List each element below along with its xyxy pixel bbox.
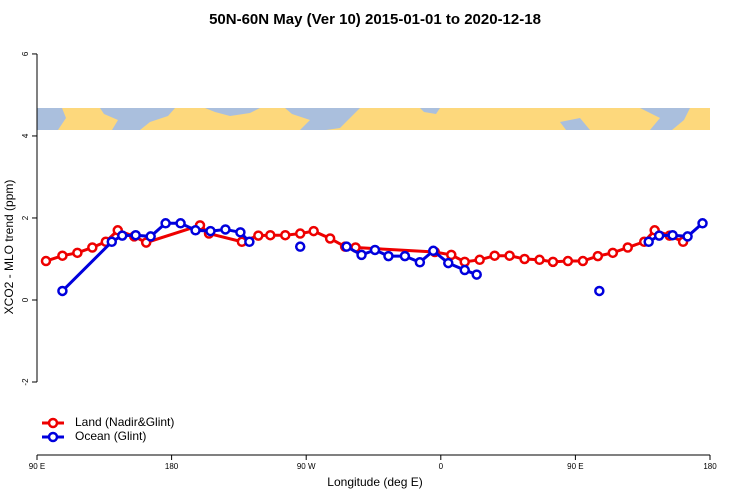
point [592,250,604,262]
point [341,241,352,252]
point [622,242,633,253]
point [324,233,336,244]
x-tick-label: 90 W [297,462,316,471]
point [369,244,381,256]
x-tick-label: 90 E [567,462,583,471]
point [294,241,306,252]
point [643,236,654,248]
x-tick-label: 0 [439,462,444,471]
point [594,285,605,297]
point [682,231,693,242]
point [534,254,545,266]
point [459,264,470,276]
map-strip [37,108,710,130]
point [294,228,306,239]
point [175,218,186,229]
point [308,225,319,237]
chart-title: 50N-60N May (Ver 10) 2015-01-01 to 2020-… [209,11,541,28]
point [116,230,128,241]
point [653,230,665,241]
x-tick-label: 180 [703,462,717,471]
series-line [61,221,704,293]
point [474,254,485,266]
point [383,250,394,262]
legend-marker [47,417,59,429]
point [145,231,156,242]
point [562,255,574,267]
point [446,249,457,261]
point [607,247,619,259]
point [280,229,291,241]
point [40,255,52,267]
point [577,255,589,267]
point [667,229,678,241]
point [471,269,482,280]
point [106,236,118,248]
point [220,224,231,235]
y-tick-label: 4 [21,133,30,138]
point [428,245,439,257]
y-tick-label: 2 [21,215,30,220]
y-tick-label: -2 [21,378,30,386]
point [265,229,276,241]
legend-marker [47,431,59,443]
y-tick-label: 6 [21,51,30,56]
point [356,249,367,261]
x-tick-label: 180 [165,462,179,471]
point [57,250,68,261]
point [414,257,426,268]
point [235,227,246,238]
point [72,247,83,259]
legend-label: Land (Nadir&Glint) [75,415,174,429]
point [399,250,411,262]
point [253,230,264,241]
point [190,225,201,236]
point [57,285,68,297]
point [547,256,559,268]
y-tick-label: 0 [21,297,30,302]
point [87,242,98,253]
y-axis-label: XCO2 - MLO trend (ppm) [2,180,16,315]
point [244,236,255,248]
point [459,256,470,268]
point [443,257,454,269]
x-tick-label: 90 E [29,462,45,471]
point [697,218,708,229]
point [160,218,171,229]
x-axis-label: Longitude (deg E) [327,475,422,489]
point [205,225,216,237]
point [130,229,141,241]
point [519,253,530,265]
legend-label: Ocean (Glint) [75,429,146,443]
point [489,250,500,261]
point [504,250,515,261]
